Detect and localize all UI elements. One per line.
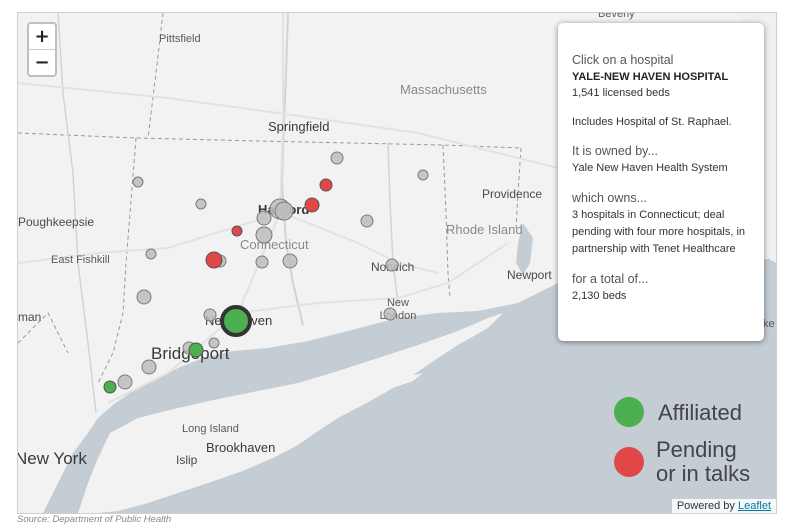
place-new-york: New York [17, 449, 87, 468]
place-new-haven: New Haven [205, 313, 273, 328]
place-rhode-island: Rhode Island [446, 222, 523, 237]
road [237, 242, 509, 314]
place-man: man [18, 310, 42, 324]
place-edge-right: ke [763, 318, 775, 330]
long-island [78, 313, 503, 513]
which-owns-heading: which owns... [572, 191, 648, 205]
island [348, 373, 423, 393]
place-connecticut: Connecticut [240, 237, 309, 252]
border-ri-ma [515, 147, 522, 229]
source-note: Source: Department of Public Health [17, 514, 172, 525]
island [418, 305, 438, 311]
place-massachusetts: Massachusetts [400, 82, 487, 97]
place-islip: Islip [176, 453, 198, 467]
owns-text: 3 hospitals in Connecticut; deal pending… [572, 209, 746, 255]
place-hartford: Hartford [258, 202, 310, 217]
click-prompt: Click on a hospital [572, 53, 674, 67]
place-new-london: New London [379, 297, 417, 322]
owned-by-heading: It is owned by... [572, 144, 658, 158]
attribution-prefix: Powered by [676, 500, 735, 512]
river [387, 142, 399, 304]
total-heading: for a total of... [572, 272, 649, 286]
legend-pending-label-1: Pending [656, 437, 737, 462]
place-springfield: Springfield [268, 119, 330, 134]
place-pittsfield: Pittsfield [159, 33, 201, 45]
border-ny-ct [97, 137, 137, 384]
map[interactable]: + − Beverly Pittsfield Massachusetts Spr… [17, 12, 777, 514]
zoom-in-button[interactable]: + [29, 24, 55, 50]
attribution: Powered by Leaflet [671, 499, 776, 513]
place-brookhaven: Brookhaven [206, 440, 276, 455]
road [18, 212, 281, 264]
total-beds: 2,130 beds [572, 290, 627, 302]
zoom-control: + − [27, 22, 57, 77]
legend-pending-label-2: or in talks [656, 461, 751, 486]
legend-pending-dot [614, 447, 644, 477]
licensed-beds: 1,541 licensed beds [572, 87, 670, 99]
legend-affiliated-label: Affiliated [658, 400, 742, 425]
place-beverly: Beverly [598, 12, 635, 20]
place-bridgeport: Bridgeport [151, 344, 230, 363]
land-east [738, 13, 776, 263]
river [57, 13, 97, 414]
hospital-name: YALE-NEW HAVEN HOSPITAL [572, 71, 729, 83]
hospital-note: Includes Hospital of St. Raphael. [572, 116, 732, 128]
place-newport: Newport [507, 268, 552, 282]
place-long-island: Long Island [182, 423, 239, 435]
place-norwich: Norwich [371, 260, 415, 274]
border-ny-nj [18, 312, 69, 354]
place-providence: Providence [482, 187, 543, 201]
narragansett-bay [516, 223, 533, 275]
road [282, 212, 439, 274]
info-panel: Click on a hospital YALE-NEW HAVEN HOSPI… [558, 23, 764, 341]
zoom-out-button[interactable]: − [34, 52, 50, 73]
owner-name: Yale New Haven Health System [572, 162, 728, 174]
legend-affiliated-dot [614, 397, 644, 427]
place-east-fishkill: East Fishkill [51, 254, 110, 266]
leaflet-link[interactable]: Leaflet [737, 500, 771, 512]
road [18, 82, 619, 184]
border-ct-ri [442, 144, 451, 299]
place-poughkeepsie: Poughkeepsie [18, 215, 95, 229]
